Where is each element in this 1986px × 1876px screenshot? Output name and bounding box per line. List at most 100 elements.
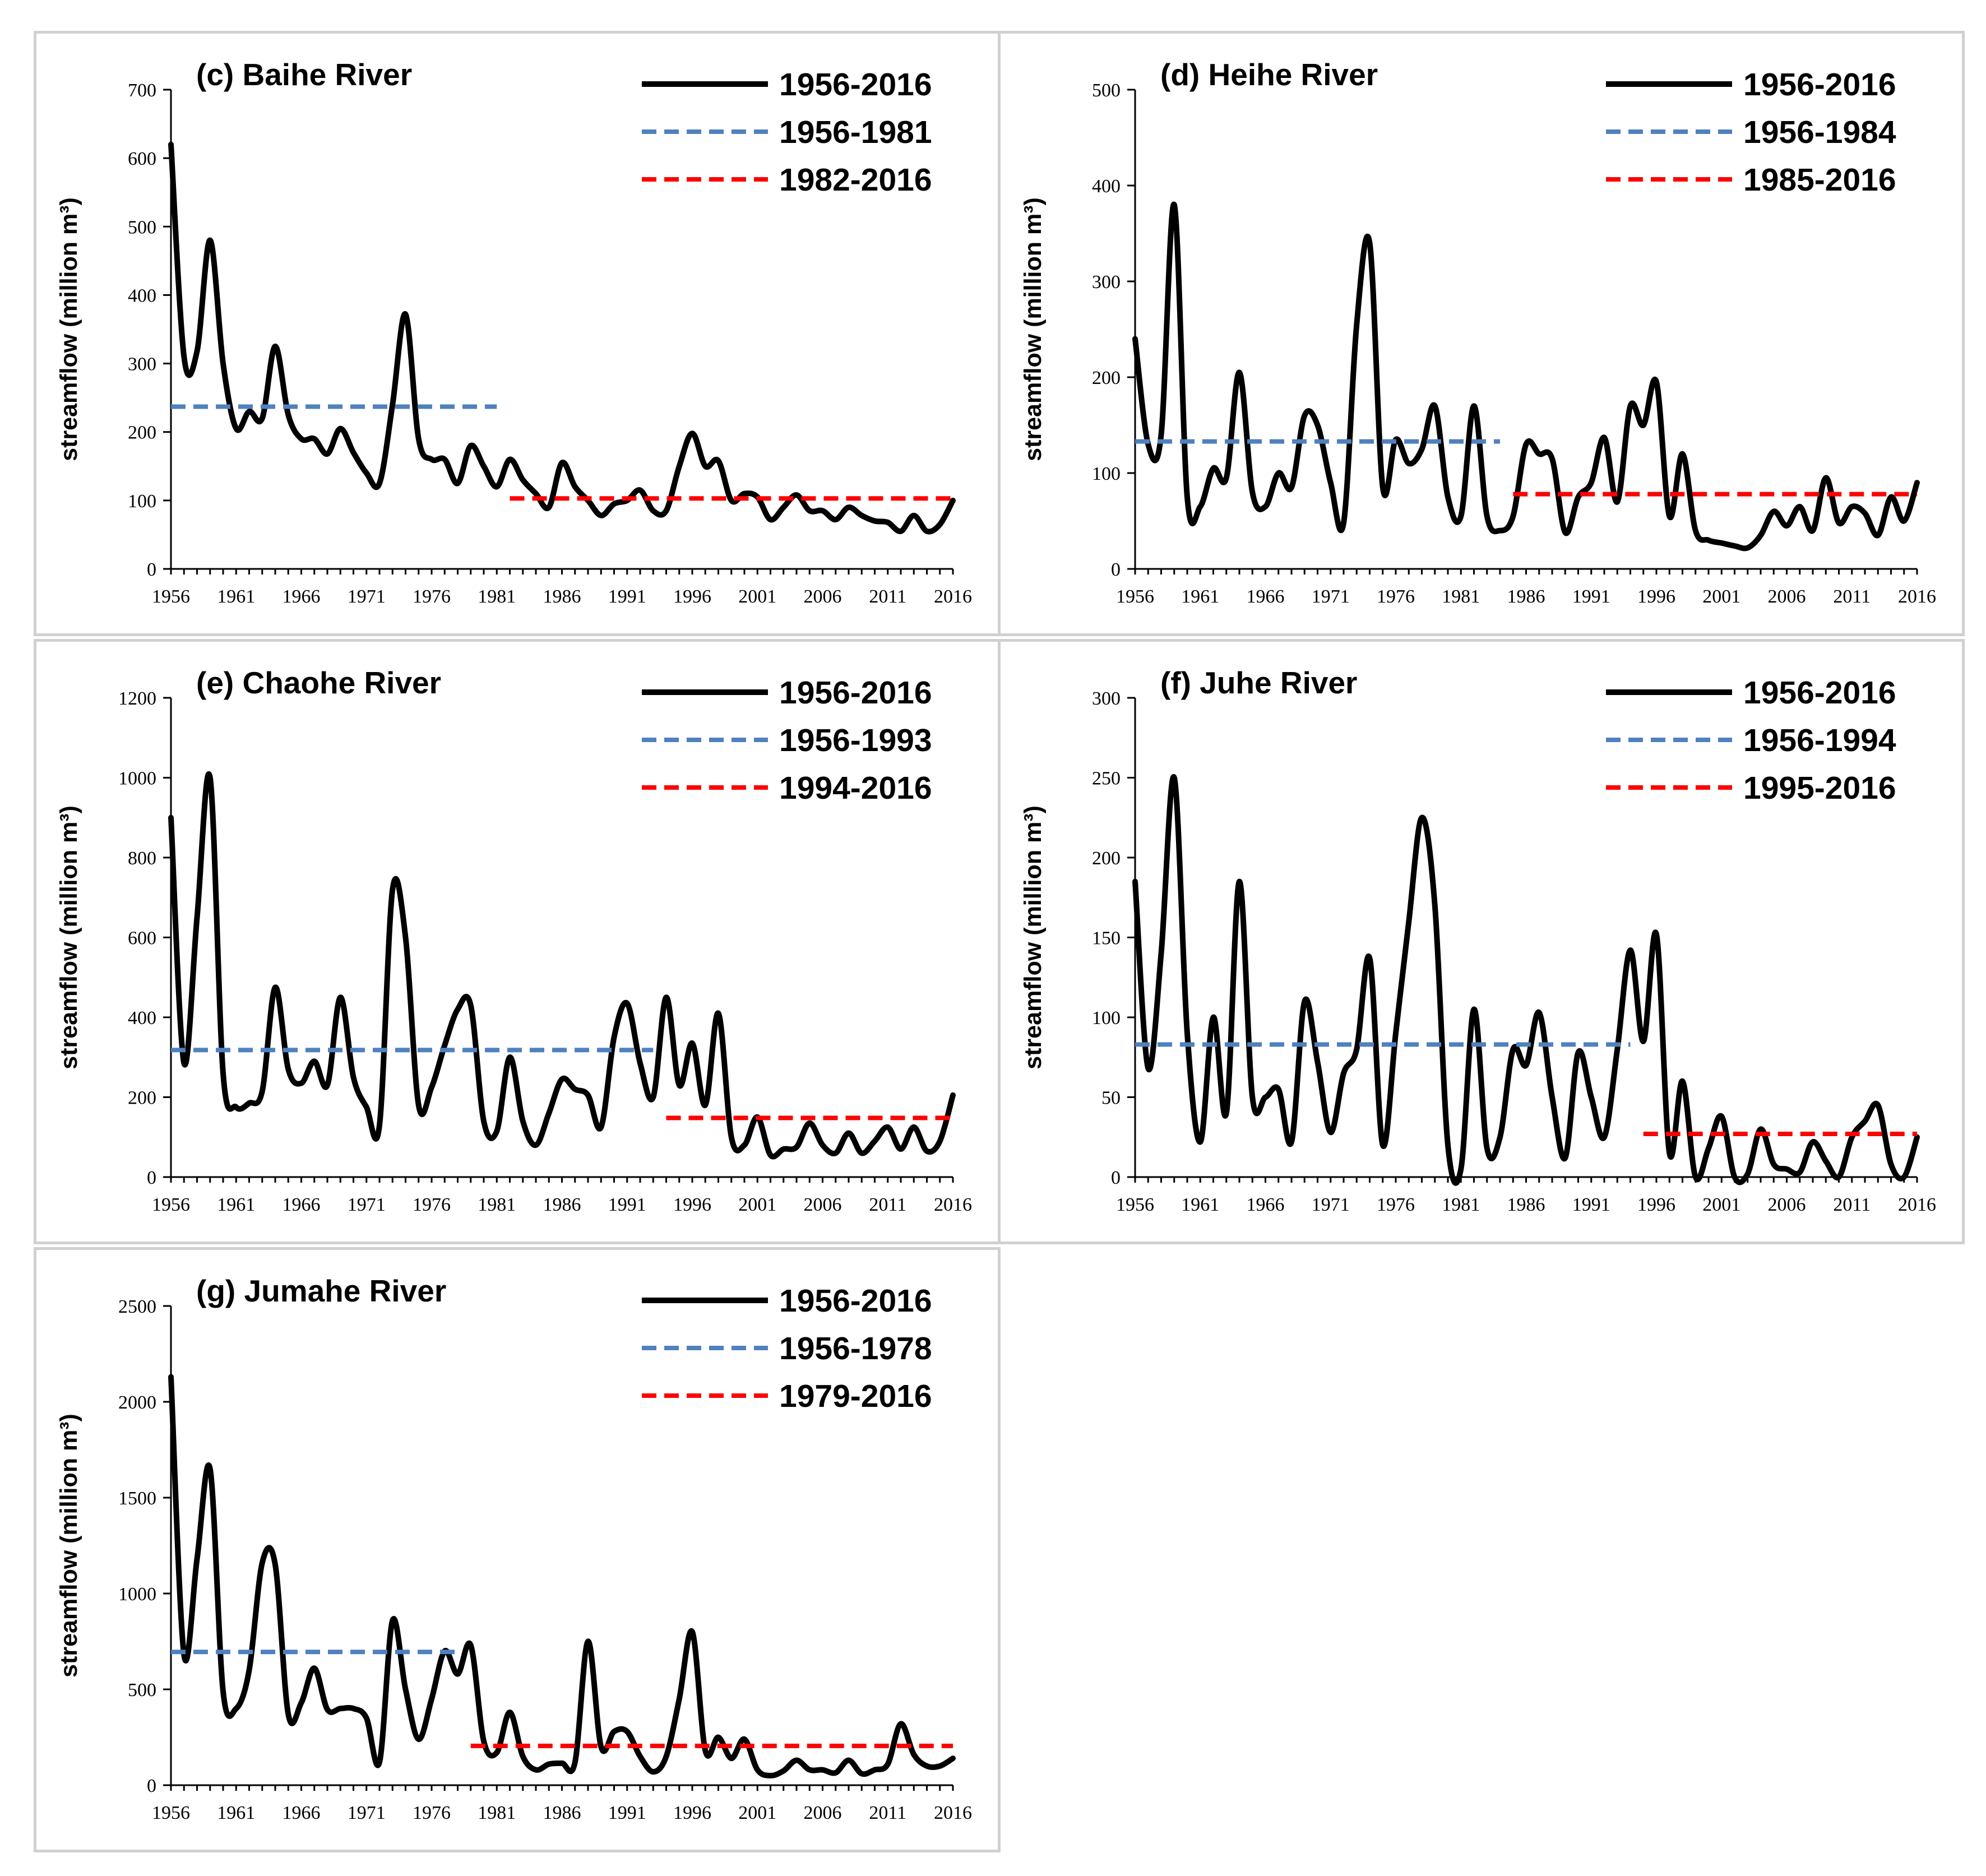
x-tick-label: 1966: [1247, 586, 1285, 607]
y-tick-label: 0: [147, 559, 156, 580]
legend-label: 1956-2016: [779, 1283, 932, 1319]
x-tick-label: 1991: [1572, 586, 1610, 607]
x-tick-label: 1981: [1442, 1194, 1480, 1215]
x-tick-label: 2016: [934, 1194, 972, 1215]
x-tick-label: 1971: [1312, 1194, 1350, 1215]
series-line-observed: [168, 1374, 956, 1778]
y-tick-label: 200: [1092, 848, 1121, 869]
x-tick-label: 1996: [673, 586, 711, 607]
y-tick-label: 300: [1092, 272, 1121, 293]
x-tick-label: 1966: [1247, 1194, 1285, 1215]
y-tick-label: 400: [128, 1008, 156, 1029]
series-line-observed: [1132, 201, 1920, 552]
x-tick-label: 2001: [738, 586, 776, 607]
panel-jumahe: 0 500 1000 1500 2000 2500 1956 1961 1966 1971 1976…: [34, 1247, 1001, 1852]
x-tick-label: 1976: [413, 1194, 451, 1215]
x-tick-label: 2011: [1833, 586, 1871, 607]
chart-heihe: 0 100 200 300 400 500 1956 1961 1966 1971 1976 1981…: [1020, 57, 1936, 607]
panel-baihe: 0 100 200 300 400 500 600 700 1956 1961 1966 1971 19…: [34, 31, 1001, 636]
x-tick-label: 2016: [934, 1803, 972, 1823]
y-tick-label: 0: [1111, 559, 1121, 580]
x-tick-label: 2016: [1898, 1194, 1936, 1215]
x-tick-label: 1996: [673, 1194, 711, 1215]
panel-heihe: 0 100 200 300 400 500 1956 1961 1966 1971 1976 1981…: [998, 31, 1965, 636]
x-tick-label: 1991: [608, 586, 646, 607]
y-tick-label: 1500: [118, 1488, 156, 1509]
x-tick-label: 2006: [1768, 586, 1806, 607]
legend-label: 1985-2016: [1743, 162, 1896, 198]
y-tick-label: 1000: [118, 1584, 156, 1605]
x-tick-label: 2011: [869, 1194, 906, 1215]
y-tick-label: 400: [128, 285, 156, 306]
legend-label: 1982-2016: [779, 162, 932, 198]
x-tick-label: 1971: [348, 1194, 386, 1215]
chart-title: (g) Jumahe River: [196, 1273, 446, 1308]
y-tick-label: 700: [128, 80, 156, 101]
y-tick-label: 1000: [118, 768, 156, 789]
y-tick-label: 100: [1092, 1008, 1121, 1029]
x-tick-label: 1956: [1116, 586, 1154, 607]
legend-label: 1956-2016: [779, 67, 932, 103]
y-tick-label: 150: [1092, 928, 1121, 949]
y-tick-label: 200: [1092, 368, 1121, 388]
y-axis-label: streamflow (million m³): [55, 805, 82, 1069]
x-tick-label: 1971: [348, 1803, 386, 1823]
y-tick-label: 400: [1092, 176, 1121, 197]
x-tick-label: 1986: [543, 1803, 581, 1823]
x-tick-label: 2001: [1702, 1194, 1740, 1215]
y-tick-label: 0: [147, 1776, 156, 1796]
x-tick-label: 2006: [804, 1194, 842, 1215]
x-tick-label: 1991: [608, 1194, 646, 1215]
chart-baihe: 0 100 200 300 400 500 600 700 1956 1961 1966 1971 19…: [55, 57, 972, 607]
y-tick-label: 200: [128, 1088, 156, 1109]
x-tick-label: 1976: [413, 1803, 451, 1823]
y-axis-label: streamflow (million m³): [1020, 805, 1047, 1069]
y-axis-label: streamflow (million m³): [55, 197, 82, 461]
x-tick-label: 1996: [673, 1803, 711, 1823]
x-tick-label: 1966: [283, 1803, 321, 1823]
y-tick-label: 50: [1101, 1088, 1121, 1109]
y-tick-label: 250: [1092, 768, 1121, 789]
x-tick-label: 1956: [152, 1803, 190, 1823]
y-axis-label: streamflow (million m³): [1020, 197, 1047, 461]
x-tick-label: 1956: [152, 586, 190, 607]
x-tick-label: 2001: [1702, 586, 1740, 607]
x-tick-label: 1976: [1377, 586, 1415, 607]
x-tick-label: 1956: [1116, 1194, 1154, 1215]
legend-label: 1995-2016: [1743, 770, 1896, 806]
series-line-observed: [1132, 773, 1920, 1186]
chart-chaohe: 0 200 400 600 800 1000 1200 1956 1961 1966 1971 197…: [55, 665, 972, 1215]
y-tick-label: 2000: [118, 1392, 156, 1413]
x-tick-label: 2006: [1768, 1194, 1806, 1215]
x-tick-label: 1981: [1442, 586, 1480, 607]
x-tick-label: 1961: [217, 586, 255, 607]
series-line-observed: [168, 771, 956, 1160]
chart-title: (d) Heihe River: [1160, 57, 1378, 92]
x-tick-label: 1961: [1181, 586, 1219, 607]
x-tick-label: 1961: [1181, 1194, 1219, 1215]
x-tick-label: 1981: [478, 1194, 516, 1215]
x-tick-label: 1971: [1312, 586, 1350, 607]
y-tick-label: 500: [1092, 80, 1121, 101]
y-tick-label: 500: [128, 1680, 156, 1701]
series-line-observed: [168, 141, 956, 535]
legend-label: 1956-2016: [779, 675, 932, 711]
x-tick-label: 2011: [869, 1803, 906, 1823]
x-tick-label: 1996: [1637, 586, 1675, 607]
legend-label: 1956-2016: [1743, 67, 1896, 103]
x-tick-label: 1976: [413, 586, 451, 607]
legend-label: 1956-2016: [1743, 675, 1896, 711]
chart-title: (c) Baihe River: [196, 57, 412, 92]
x-tick-label: 1986: [1507, 586, 1545, 607]
x-tick-label: 1966: [283, 1194, 321, 1215]
x-tick-label: 1961: [217, 1803, 255, 1823]
legend-label: 1956-1994: [1743, 722, 1896, 758]
x-tick-label: 2011: [1833, 1194, 1871, 1215]
y-tick-label: 100: [1092, 464, 1121, 484]
legend-label: 1956-1978: [779, 1331, 932, 1367]
y-tick-label: 600: [128, 149, 156, 169]
legend-label: 1956-1984: [1743, 114, 1896, 150]
y-tick-label: 600: [128, 928, 156, 949]
y-tick-label: 500: [128, 217, 156, 238]
